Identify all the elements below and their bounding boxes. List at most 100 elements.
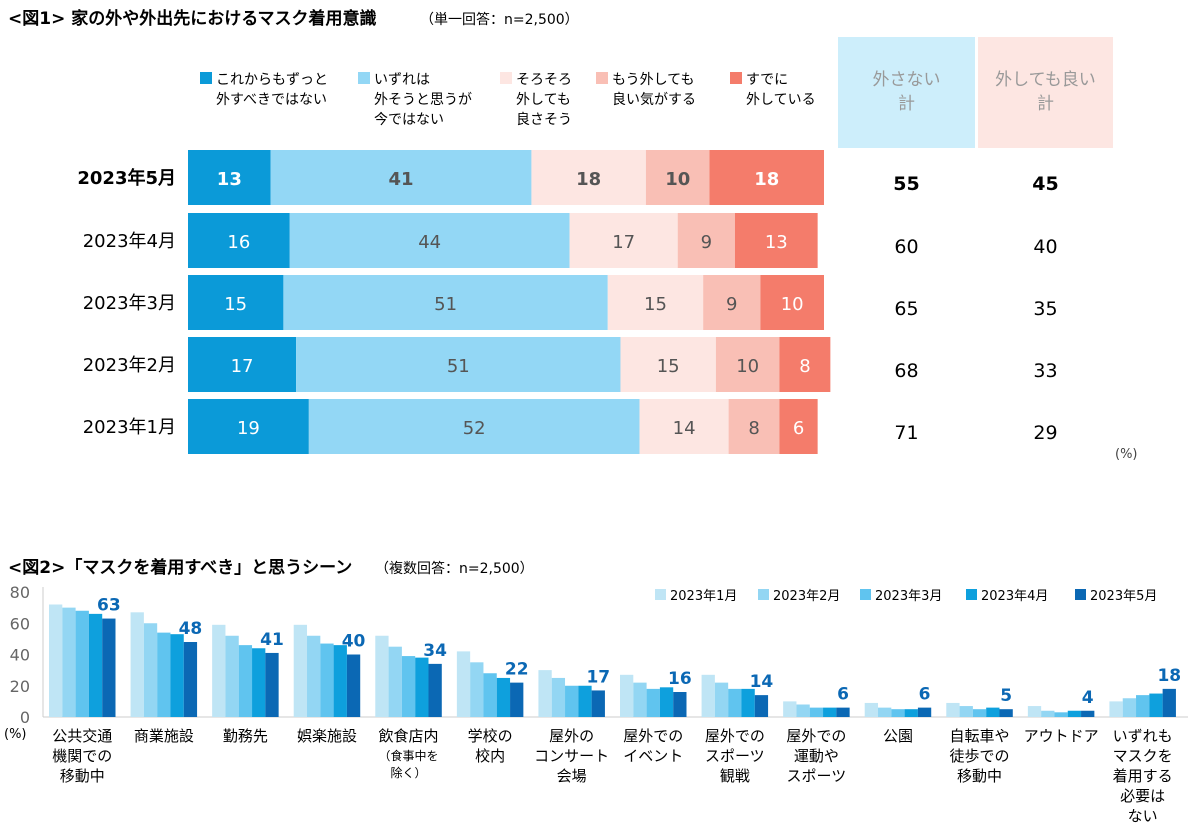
bar: [170, 634, 184, 717]
bar-segment: [188, 213, 290, 268]
x-tick-label: イベント: [623, 747, 683, 765]
bar: [1162, 688, 1176, 717]
bar: [891, 709, 905, 717]
bar: [1136, 695, 1150, 717]
legend-label: 2023年2月: [773, 589, 840, 604]
bar-segment: [760, 275, 824, 330]
legend-label: いずれは: [374, 72, 430, 88]
bar-segment-label: 15: [657, 356, 680, 377]
x-tick-note: （食事中を: [379, 748, 439, 763]
bar: [212, 624, 226, 717]
bar: [959, 706, 973, 717]
total-value: 68: [894, 360, 918, 382]
bar-segment-label: 17: [612, 232, 635, 253]
bar: [333, 645, 347, 717]
bar-segment: [734, 213, 818, 268]
legend-label: 2023年3月: [875, 589, 942, 604]
data-label: 40: [342, 632, 366, 652]
y-tick-label: 80: [10, 583, 30, 602]
x-tick-label: 機関での: [52, 747, 112, 765]
bar: [510, 682, 524, 717]
bar-segment-label: 51: [434, 294, 457, 315]
bar: [701, 674, 715, 717]
bar: [1027, 706, 1042, 717]
bar: [783, 701, 797, 717]
bar-segment: [677, 213, 735, 268]
bar-segment-label: 16: [227, 232, 250, 253]
bar: [646, 688, 660, 717]
bar: [591, 690, 605, 717]
legend-label: 2023年5月: [1090, 589, 1157, 604]
bar: [823, 707, 837, 717]
bar: [388, 646, 402, 717]
x-tick-label: 移動中: [60, 767, 105, 785]
bar-segment: [639, 399, 729, 454]
bar: [633, 682, 647, 717]
bar-segment-label: 10: [781, 294, 804, 315]
x-tick-label: 徒歩での: [950, 747, 1010, 765]
bar-segment: [188, 399, 309, 454]
bar: [1149, 693, 1163, 717]
bar: [538, 670, 552, 717]
legend-swatch: [966, 589, 977, 600]
bar: [415, 657, 429, 717]
bar: [401, 656, 416, 717]
bar: [986, 707, 1000, 717]
legend-label: 良い気がする: [612, 92, 696, 108]
bar: [741, 688, 755, 717]
row-label: 2023年2月: [83, 355, 176, 376]
data-label: 63: [97, 596, 121, 616]
total-value: 60: [894, 236, 918, 258]
total-value: 35: [1033, 298, 1057, 320]
x-tick-label: 観戦: [720, 767, 750, 785]
bar: [143, 623, 158, 717]
data-label: 4: [1082, 688, 1094, 708]
total-header-box: [838, 37, 975, 148]
bar-segment-label: 10: [665, 169, 690, 190]
bar: [620, 674, 634, 717]
x-tick-label: 移動中: [957, 767, 1002, 785]
bar: [1054, 712, 1068, 717]
total-header-label: 計: [1037, 94, 1054, 114]
x-tick-label: 自転車や: [950, 727, 1010, 745]
legend-swatch: [730, 72, 742, 84]
legend-label: 外している: [746, 92, 816, 108]
bar-segment: [620, 337, 716, 392]
total-value: 45: [1032, 173, 1058, 195]
x-tick-label: スポーツ: [787, 767, 847, 785]
total-header-label: 外しても良い: [995, 70, 1096, 90]
bar-segment-label: 41: [389, 169, 414, 190]
bar-segment-label: 9: [726, 294, 737, 315]
bar-segment: [270, 150, 532, 205]
bar: [999, 709, 1013, 717]
bar: [49, 604, 63, 717]
y-tick-label: 20: [10, 677, 30, 696]
legend-swatch: [500, 72, 512, 84]
legend-label: 外しても: [516, 92, 571, 108]
x-tick-label: 飲食店内: [379, 727, 439, 745]
bar: [728, 688, 742, 717]
legend-label: そろそろ: [516, 72, 572, 88]
bar: [754, 695, 769, 717]
total-header-label: 外さない: [873, 70, 941, 90]
bar: [293, 624, 308, 717]
bar: [428, 663, 442, 717]
bar: [320, 643, 334, 717]
bar: [796, 704, 810, 717]
y-tick-label: 0: [20, 708, 30, 727]
bar-segment: [569, 213, 678, 268]
bar: [1122, 698, 1137, 717]
x-tick-label: マスクを: [1113, 747, 1173, 765]
bar-segment-label: 8: [799, 356, 810, 377]
x-tick-label: 学校の: [468, 727, 513, 745]
bar-segment: [703, 275, 761, 330]
x-tick-label: 勤務先: [223, 727, 268, 745]
bar-segment: [188, 275, 284, 330]
total-value: 40: [1033, 236, 1057, 258]
bar-segment-label: 52: [463, 418, 486, 439]
bar-segment-label: 8: [748, 418, 759, 439]
bar: [496, 677, 511, 717]
total-value: 55: [893, 173, 919, 195]
bar-segment-label: 14: [673, 418, 696, 439]
